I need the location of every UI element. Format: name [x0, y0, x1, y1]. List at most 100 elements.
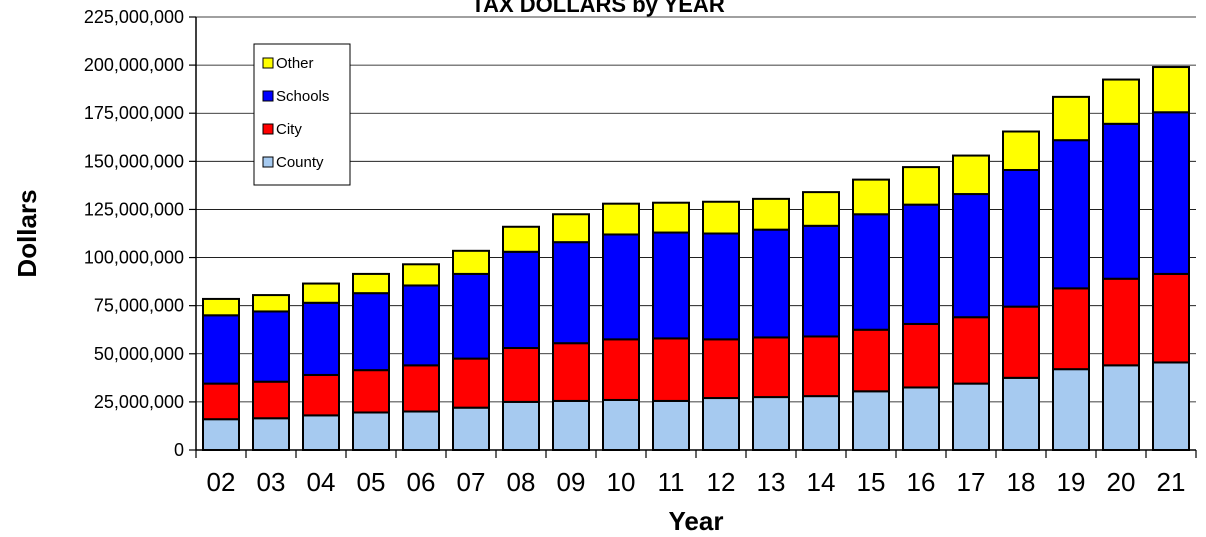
bar-segment-other — [902, 166, 940, 206]
x-tick-label: 06 — [407, 467, 436, 497]
bar-segment-city — [1102, 277, 1140, 367]
legend-swatch-other — [262, 57, 274, 69]
bar-segment-county — [602, 398, 640, 452]
legend-label-other: Other — [276, 55, 314, 72]
bar-segment-other — [402, 263, 440, 287]
bar-segment-city — [552, 342, 590, 402]
x-tick-label: 21 — [1157, 467, 1186, 497]
bar-segment-city — [352, 369, 390, 414]
legend-label-schools: Schools — [276, 88, 329, 105]
y-tick-label: 0 — [174, 440, 184, 460]
x-tick-label: 02 — [207, 467, 236, 497]
x-tick-label: 18 — [1007, 467, 1036, 497]
bar-segment-city — [602, 338, 640, 401]
bar-segment-schools — [352, 292, 390, 372]
bar-segment-city — [252, 380, 290, 420]
y-axis-ticks: 0 25,000,000 50,000,000 75,000,000 100,000,0… — [84, 7, 196, 460]
bar-segment-other — [202, 297, 240, 317]
bar-segment-city — [1002, 305, 1040, 379]
bar-segment-other — [1102, 78, 1140, 125]
y-tick-label: 50,000,000 — [94, 344, 184, 364]
legend-swatch-county — [262, 156, 274, 168]
x-tick-label: 04 — [307, 467, 336, 497]
y-tick-label: 225,000,000 — [84, 7, 184, 27]
bar-segment-schools — [602, 233, 640, 341]
y-tick-label: 200,000,000 — [84, 55, 184, 75]
bar-segment-county — [202, 418, 240, 452]
bar-segment-schools — [552, 241, 590, 345]
bar-segment-city — [652, 337, 690, 402]
bar-segment-other — [952, 154, 990, 196]
chart-title: TAX DOLLARS by YEAR — [471, 0, 725, 17]
bars — [202, 66, 1190, 452]
bar-segment-other — [502, 225, 540, 253]
bar-segment-other — [302, 282, 340, 304]
bar-segment-county — [352, 411, 390, 451]
bar-segment-county — [1002, 376, 1040, 452]
x-axis-title: Year — [669, 506, 724, 536]
y-tick-label: 25,000,000 — [94, 392, 184, 412]
legend: Other Schools City County — [253, 43, 351, 186]
bar-segment-county — [502, 400, 540, 451]
bar-segment-schools — [202, 314, 240, 385]
bar-segment-county — [652, 399, 690, 451]
bar-segment-other — [652, 201, 690, 234]
bar-segment-other — [702, 200, 740, 235]
bar-segment-city — [752, 336, 790, 399]
bar-segment-other — [1052, 95, 1090, 142]
y-tick-label: 175,000,000 — [84, 103, 184, 123]
x-tick-label: 11 — [658, 467, 685, 497]
x-axis-categories: 02 03 04 05 06 07 08 09 10 11 12 13 14 15 16 17 18 19 20 21 — [195, 450, 1197, 497]
x-tick-label: 15 — [857, 467, 886, 497]
x-tick-label: 09 — [557, 467, 586, 497]
bar-segment-schools — [402, 284, 440, 367]
legend-label-city: City — [276, 121, 302, 138]
bar-segment-county — [1152, 361, 1190, 451]
legend-label-county: County — [276, 154, 324, 171]
bar-segment-other — [1002, 130, 1040, 171]
y-tick-label: 125,000,000 — [84, 199, 184, 219]
bar-segment-schools — [952, 193, 990, 319]
bar-segment-schools — [802, 224, 840, 338]
x-tick-label: 16 — [907, 467, 936, 497]
bar-segment-other — [552, 213, 590, 244]
bar-segment-city — [802, 335, 840, 398]
bar-segment-other — [252, 294, 290, 313]
bar-segment-city — [502, 347, 540, 403]
legend-swatch-city — [262, 123, 274, 135]
bar-segment-schools — [1002, 168, 1040, 308]
bar-segment-county — [302, 414, 340, 451]
y-tick-label: 150,000,000 — [84, 151, 184, 171]
bar-segment-other — [352, 272, 390, 295]
bar-segment-county — [252, 417, 290, 452]
bar-segment-county — [802, 395, 840, 452]
bar-segment-city — [402, 364, 440, 413]
bar-segment-schools — [652, 231, 690, 340]
bar-segment-county — [752, 396, 790, 452]
bar-segment-other — [1152, 66, 1190, 114]
x-tick-label: 08 — [507, 467, 536, 497]
bar-segment-city — [302, 373, 340, 417]
bar-segment-schools — [1102, 122, 1140, 280]
x-tick-label: 19 — [1057, 467, 1086, 497]
x-tick-label: 10 — [607, 467, 636, 497]
bar-segment-schools — [252, 310, 290, 383]
y-tick-label: 100,000,000 — [84, 248, 184, 268]
bar-segment-county — [452, 406, 490, 452]
bar-segment-other — [752, 197, 790, 231]
bar-segment-county — [1052, 368, 1090, 452]
bar-segment-county — [952, 382, 990, 451]
bar-segment-schools — [502, 250, 540, 350]
bar-segment-county — [702, 397, 740, 452]
bar-segment-schools — [1052, 139, 1090, 290]
bar-segment-city — [1152, 272, 1190, 364]
x-tick-label: 17 — [957, 467, 986, 497]
bar-segment-city — [1052, 287, 1090, 371]
bar-segment-other — [852, 178, 890, 216]
bar-segment-schools — [752, 228, 790, 339]
x-tick-label: 14 — [807, 467, 836, 497]
bar-segment-city — [202, 382, 240, 421]
bar-segment-schools — [452, 272, 490, 360]
x-tick-label: 13 — [757, 467, 786, 497]
